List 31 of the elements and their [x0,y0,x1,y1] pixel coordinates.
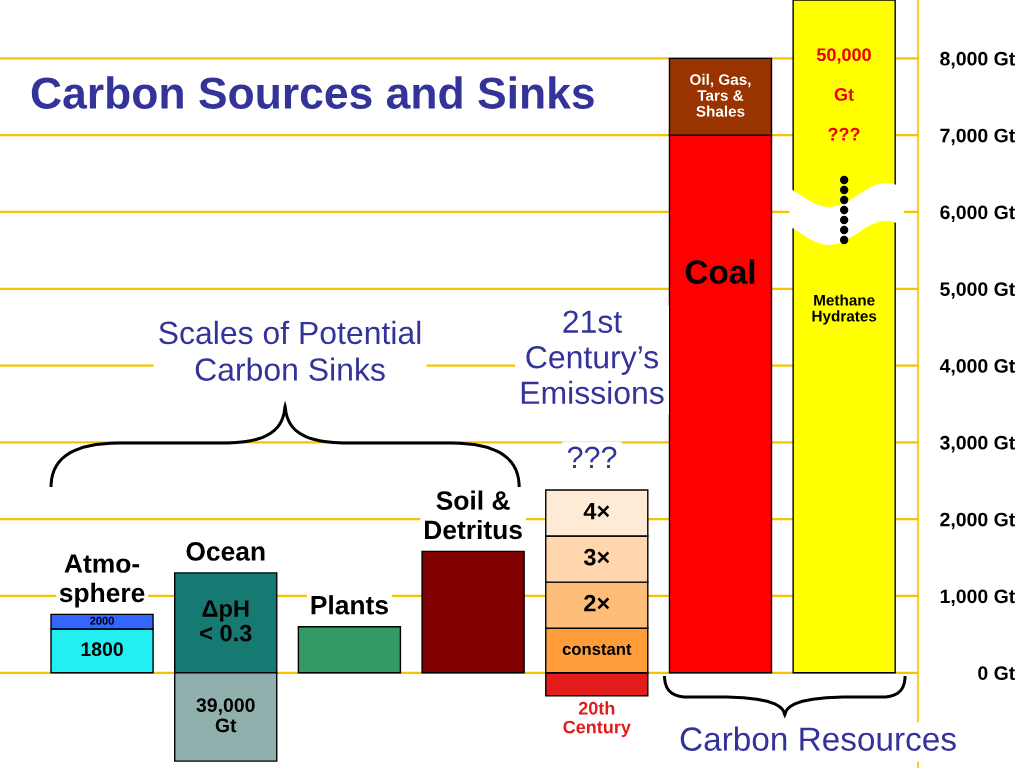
series-label: 3× [583,548,610,566]
series-label: 20th Century [563,701,631,737]
y-tick-label: 1,000 Gt [940,589,1015,607]
annotation: 21st Century’s Emissions [521,310,664,405]
y-tick-label: 5,000 Gt [940,282,1015,299]
text: Carbon Sources and Sinks [31,76,594,109]
series-label: ΔpH < 0.3 [200,600,252,642]
y-tick-label: 8,000 Gt [940,51,1015,69]
series-label: 1800 [81,642,123,657]
series-label: 2× [584,594,610,612]
series-label: 2000 [90,616,114,625]
series-label: 39,000 Gt [196,698,255,733]
x-tick-label: Plants [311,595,388,615]
y-tick-label: 0 Gt [978,666,1015,680]
y-tick-label: 7,000 Gt [940,128,1015,146]
y-tick-label: 2,000 Gt [940,512,1015,530]
annotation: ??? [567,446,617,468]
text: 50,000 Gt ??? [816,48,871,141]
series-label: Coal [685,259,755,284]
series-label: Oil, Gas, Tars & Shales [690,73,751,117]
series-label: constant [562,643,632,655]
y-tick-label: 3,000 Gt [940,435,1015,453]
x-tick-label: Atmo- sphere [59,554,145,608]
x-tick-label: Ocean [186,542,265,561]
x-tick-label: Soil & Detritus [425,490,522,540]
annotation: Scales of Potential Carbon Sinks [159,320,421,381]
series-label: Methane Hydrates [812,294,877,325]
y-tick-label: 4,000 Gt [939,359,1015,376]
series-label: 4× [583,502,610,520]
y-tick-label: 6,000 Gt [940,205,1015,223]
annotation: Carbon Resources [680,726,956,751]
